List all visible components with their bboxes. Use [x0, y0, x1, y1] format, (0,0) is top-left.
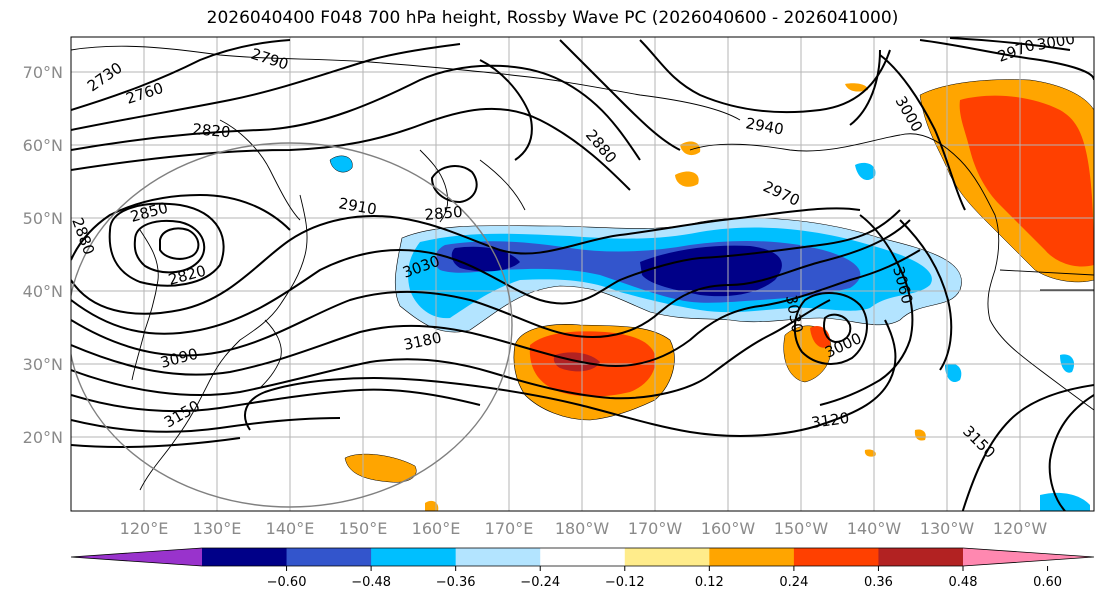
colorbar-tick-label: 0.60 [1033, 575, 1062, 590]
contour-label: 2850 [424, 203, 464, 224]
map-plot-area: 2730 2760 2790 2820 2880 2940 2970 2970 … [71, 37, 1094, 511]
colorbar-segment [878, 548, 964, 566]
colorbar-extend-low [71, 548, 202, 566]
colorbar-segment [371, 548, 457, 566]
colorbar-tick-label: 0.12 [695, 575, 724, 590]
longitude-labels: 120°E 130°E 140°E 150°E 160°E 170°E 180°… [120, 519, 1048, 538]
colorbar-segment [709, 548, 795, 566]
anomaly-shading [329, 79, 1094, 511]
latitude-labels: 70°N 60°N 50°N 40°N 30°N 20°N [23, 63, 63, 447]
colorbar-tick-label: −0.12 [605, 575, 645, 590]
colorbar-tick-label: −0.36 [436, 575, 476, 590]
colorbar-segment [286, 548, 372, 566]
colorbar-tick-label: −0.24 [520, 575, 560, 590]
colorbar-extend-high [963, 548, 1094, 566]
lat-label: 20°N [23, 428, 63, 447]
colorbar-tick-label: −0.48 [351, 575, 391, 590]
lon-label: 120°E [120, 519, 169, 538]
map-frame [70, 36, 1095, 512]
lon-label: 130°W [920, 519, 975, 538]
colorbar: −0.60 −0.48 −0.36 −0.24 −0.12 0.12 0.24 0.36 0.4… [70, 547, 1095, 590]
colorbar-outline [70, 547, 1095, 567]
lon-label: 170°W [628, 519, 683, 538]
lat-label: 50°N [23, 209, 63, 228]
colorbar-tick-label: 0.48 [949, 575, 978, 590]
lon-label: 180°W [555, 519, 610, 538]
colorbar-tick-label: 0.36 [864, 575, 893, 590]
contour-label: 3120 [810, 409, 850, 432]
colorbar-segment [540, 548, 626, 566]
lat-label: 70°N [23, 63, 63, 82]
lon-label: 150°E [339, 519, 388, 538]
lon-label: 150°W [774, 519, 829, 538]
lon-label: 140°E [266, 519, 315, 538]
lat-label: 30°N [23, 355, 63, 374]
contour-label: 2820 [192, 120, 232, 141]
map-title: 2026040400 F048 700 hPa height, Rossby W… [206, 8, 899, 28]
lat-label: 40°N [23, 282, 63, 301]
colorbar-segment [202, 548, 288, 566]
lon-label: 160°E [412, 519, 461, 538]
focus-circle [71, 142, 513, 508]
lon-label: 170°E [485, 519, 534, 538]
height-contours [71, 37, 1094, 511]
graticule [71, 37, 1094, 511]
colorbar-tick-label: −0.60 [267, 575, 307, 590]
lat-label: 60°N [23, 136, 63, 155]
lon-label: 120°W [993, 519, 1048, 538]
colorbar-segment [455, 548, 541, 566]
colorbar-segment [793, 548, 879, 566]
lon-label: 130°E [193, 519, 242, 538]
colorbar-tick-label: 0.24 [779, 575, 808, 590]
lon-label: 160°W [701, 519, 756, 538]
colorbar-segment [624, 548, 710, 566]
lon-label: 140°W [847, 519, 902, 538]
